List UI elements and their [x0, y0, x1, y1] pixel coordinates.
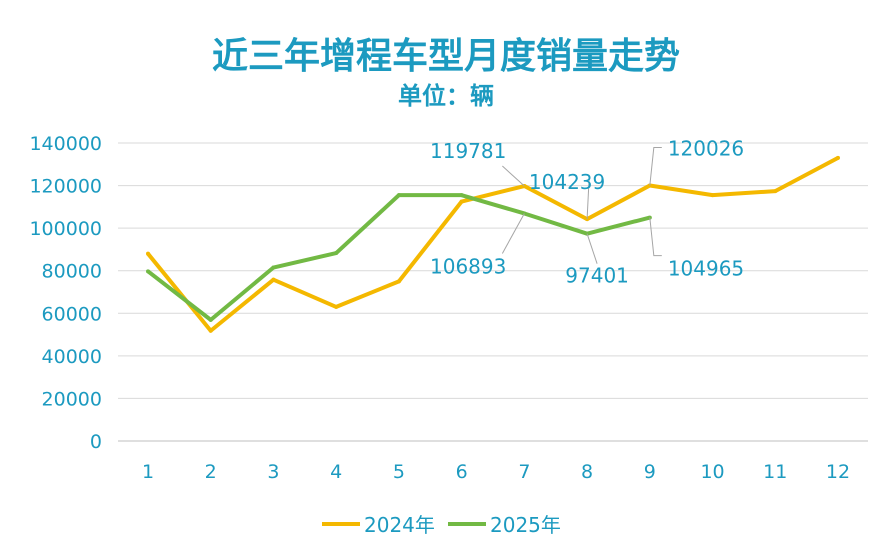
y-tick-label: 80000 [42, 261, 102, 283]
data-point [334, 304, 339, 309]
y-tick-label: 0 [90, 431, 102, 453]
data-point [271, 277, 276, 282]
x-tick-label: 6 [456, 461, 468, 483]
x-tick-label: 2 [205, 461, 217, 483]
legend: 2024年 2025年 [322, 513, 561, 537]
leader-line [502, 165, 525, 187]
data-point [208, 317, 213, 322]
x-tick-label: 12 [826, 461, 850, 483]
data-point [271, 265, 276, 270]
data-point [836, 155, 840, 160]
x-tick-label: 5 [393, 461, 405, 483]
data-point [208, 328, 213, 333]
y-tick-label: 20000 [42, 388, 102, 410]
x-tick-label: 11 [763, 461, 787, 483]
data-point [396, 193, 401, 198]
x-tick-label: 8 [581, 461, 593, 483]
series-line-2024年 [146, 156, 839, 333]
y-tick-label: 60000 [42, 303, 102, 325]
data-label: 120026 [668, 137, 744, 161]
series-lines [146, 155, 840, 333]
data-point [396, 279, 401, 284]
data-point [710, 193, 715, 198]
leader-line [586, 179, 590, 220]
leader-line [586, 233, 598, 264]
data-label: 106893 [430, 254, 506, 278]
leader-line [501, 213, 525, 254]
data-point [773, 189, 778, 194]
data-point [146, 269, 150, 274]
y-tick-label: 120000 [29, 176, 102, 198]
data-point [459, 193, 464, 198]
x-tick-label: 7 [518, 461, 530, 483]
legend-label-2025: 2025年 [490, 513, 561, 537]
x-tick-label: 10 [700, 461, 724, 483]
x-axis: 1 2 3 4 5 6 7 8 9 10 11 12 [142, 461, 850, 483]
x-tick-label: 1 [142, 461, 154, 483]
leader-line [649, 147, 662, 186]
chart-title: 近三年增程车型月度销量走势 [212, 36, 680, 77]
data-label: 97401 [565, 264, 629, 288]
data-label: 119781 [430, 139, 506, 163]
leader-line [649, 217, 662, 257]
chart-subtitle: 单位：辆 [398, 82, 494, 110]
y-tick-label: 100000 [29, 218, 102, 240]
grid [118, 142, 868, 442]
x-tick-label: 3 [267, 461, 279, 483]
data-point [334, 251, 339, 256]
y-axis: 0 20000 40000 60000 80000 100000 120000 140000 [29, 133, 102, 453]
data-label: 104239 [529, 170, 605, 194]
data-point [459, 199, 464, 204]
x-tick-label: 9 [644, 461, 656, 483]
data-label: 104965 [668, 257, 744, 281]
data-point [146, 251, 150, 256]
data-labels: 119781 104239 120026 106893 97401 104965 [430, 137, 744, 288]
y-tick-label: 40000 [42, 346, 102, 368]
y-tick-label: 140000 [29, 133, 102, 155]
legend-label-2024: 2024年 [364, 513, 435, 537]
x-tick-label: 4 [330, 461, 342, 483]
